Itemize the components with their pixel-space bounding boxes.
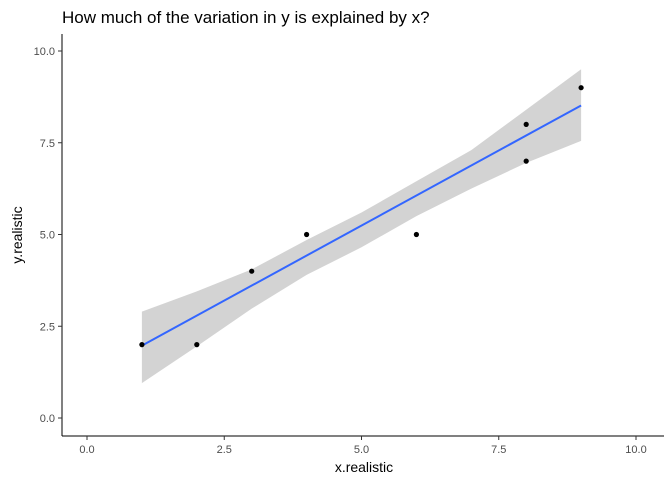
- y-axis-label: y.realistic: [9, 206, 25, 263]
- data-point-6: [523, 158, 529, 164]
- data-point-2: [249, 268, 255, 274]
- data-point-0: [139, 342, 145, 348]
- y-tick-label-1: 2.5: [40, 321, 55, 333]
- x-tick-label-4: 10.0: [625, 444, 646, 456]
- x-tick-label-2: 5.0: [354, 444, 369, 456]
- chart-title: How much of the variation in y is explai…: [62, 8, 430, 27]
- x-axis-label: x.realistic: [335, 459, 393, 475]
- plot-area: 0.0 2.5 5.0 7.5 10.0 0.0 2.5 5.0 7.5 10.0: [34, 34, 664, 456]
- data-point-5: [523, 121, 529, 127]
- x-tick-label-3: 7.5: [491, 444, 506, 456]
- regression-line: [141, 104, 582, 347]
- data-point-7: [578, 85, 584, 91]
- data-point-1: [194, 342, 200, 348]
- x-tick-label-0: 0.0: [79, 444, 94, 456]
- y-tick-label-0: 0.0: [40, 413, 55, 425]
- x-tick-label-1: 2.5: [217, 444, 232, 456]
- data-point-3: [304, 231, 310, 238]
- y-tick-label-2: 5.0: [40, 230, 55, 242]
- y-tick-label-4: 10.0: [34, 46, 55, 58]
- y-tick-label-3: 7.5: [40, 138, 55, 150]
- data-point-4: [413, 231, 419, 238]
